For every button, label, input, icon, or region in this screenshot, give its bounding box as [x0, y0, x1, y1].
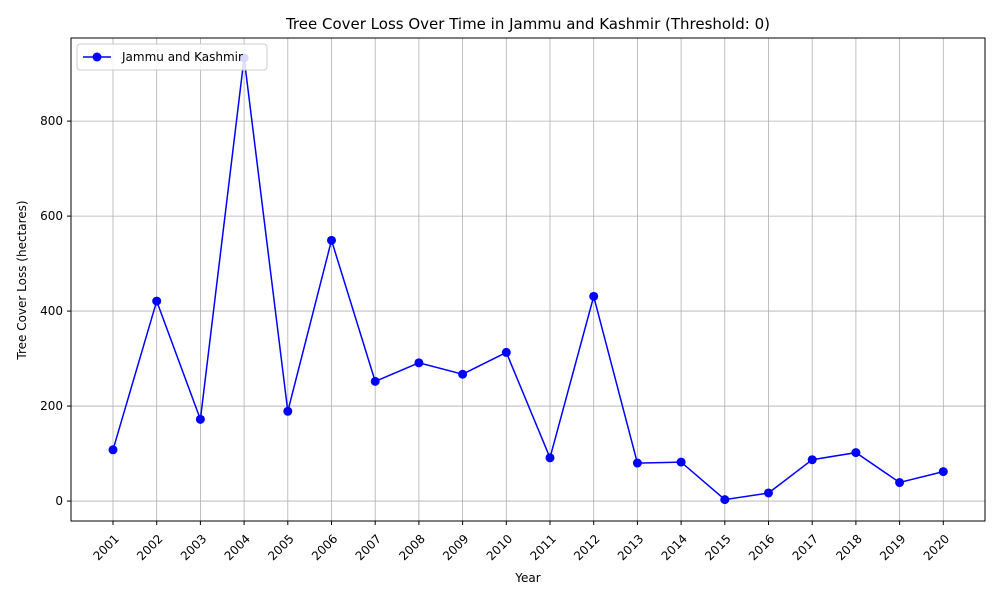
y-tick-label: 200	[40, 399, 63, 413]
legend-box	[76, 43, 268, 71]
y-tick-label: 800	[40, 114, 63, 128]
data-point	[676, 457, 686, 467]
legend-label: Jammu and Kashmir	[121, 50, 243, 64]
data-point	[195, 414, 205, 424]
data-point	[632, 458, 642, 468]
y-tick-label: 600	[40, 209, 63, 223]
data-point	[152, 296, 162, 306]
data-point	[501, 347, 511, 357]
plot-frame	[70, 37, 986, 522]
legend: Jammu and Kashmir	[76, 43, 268, 71]
series-line	[112, 57, 944, 501]
data-point	[414, 358, 424, 368]
data-point	[938, 467, 948, 477]
data-point	[458, 369, 468, 379]
x-axis-label: Year	[514, 571, 540, 585]
data-point	[851, 448, 861, 458]
y-tick-label: 0	[55, 494, 63, 508]
data-point	[764, 488, 773, 498]
data-point	[589, 291, 599, 301]
y-axis-label: Tree Cover Loss (hectares)	[15, 200, 29, 360]
data-point	[370, 376, 380, 386]
data-point	[720, 495, 730, 505]
plot-area	[71, 38, 985, 521]
legend-marker-swatch	[92, 52, 102, 62]
data-point	[108, 445, 118, 455]
data-point	[807, 455, 817, 465]
data-point	[283, 406, 293, 416]
series-layer	[108, 53, 948, 505]
chart-title: Tree Cover Loss Over Time in Jammu and K…	[285, 15, 770, 33]
data-point	[895, 478, 905, 488]
data-point	[545, 453, 555, 463]
y-tick-label: 400	[40, 304, 63, 318]
data-point	[327, 235, 336, 245]
